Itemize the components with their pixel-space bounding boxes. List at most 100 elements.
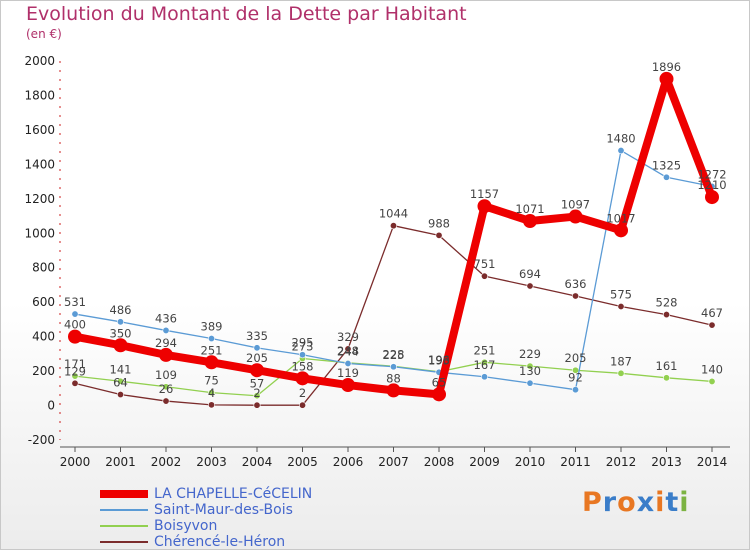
data-label: 531: [64, 295, 86, 309]
data-point: [708, 321, 716, 329]
data-label: 1210: [697, 178, 726, 192]
data-label: 167: [474, 358, 496, 372]
data-label: 1272: [697, 167, 726, 181]
data-point: [386, 383, 401, 398]
data-point: [571, 386, 579, 394]
data-label: 205: [246, 351, 268, 365]
data-label: 467: [701, 306, 723, 320]
data-point: [253, 392, 261, 400]
x-tick-label: 2008: [424, 455, 455, 469]
x-tick-label: 2011: [560, 455, 591, 469]
data-point: [341, 378, 355, 393]
data-point: [71, 372, 79, 380]
data-label: 988: [428, 216, 450, 230]
data-point: [708, 377, 716, 385]
data-point: [295, 371, 310, 386]
data-point: [298, 401, 306, 409]
x-tick-label: 2000: [60, 455, 91, 469]
data-label: 2: [299, 386, 306, 400]
data-point: [298, 351, 306, 359]
data-label: 273: [292, 340, 314, 354]
data-point: [480, 358, 488, 366]
data-point: [68, 329, 82, 344]
data-point: [208, 335, 216, 343]
data-label: 248: [337, 344, 359, 358]
data-point: [253, 344, 261, 352]
logo-letter: P: [582, 487, 603, 518]
legend-item: Saint-Maur-des-Bois: [100, 502, 312, 518]
data-label: 2: [253, 386, 260, 400]
y-tick-label: 800: [32, 261, 55, 275]
legend-label: Saint-Maur-des-Bois: [154, 502, 293, 518]
data-label: 694: [519, 267, 541, 281]
logo-letter: t: [665, 487, 680, 518]
data-label: 193: [428, 353, 450, 367]
data-point: [344, 360, 352, 368]
legend-item: LA CHAPELLE-CéCELIN: [100, 486, 312, 502]
logo-letter: i: [655, 487, 666, 518]
y-tick-label: 1600: [24, 123, 55, 137]
data-point: [617, 302, 625, 310]
legend-item: Chérencé-le-Héron: [100, 534, 312, 550]
y-tick-label: 0: [47, 399, 55, 413]
data-label: 4: [208, 386, 215, 400]
y-tick-label: 2000: [24, 54, 55, 68]
data-point: [159, 347, 173, 362]
legend-item: Boisyvon: [100, 518, 312, 534]
data-label: 141: [110, 362, 132, 376]
y-tick-label: 1400: [24, 157, 55, 171]
data-point: [480, 373, 488, 381]
data-label: 329: [337, 330, 359, 344]
y-tick-label: 1200: [24, 192, 55, 206]
y-tick-label: -200: [28, 433, 55, 447]
data-label: 1325: [652, 158, 681, 172]
data-point: [162, 397, 170, 405]
data-label: 1157: [470, 187, 499, 201]
x-tick-label: 2004: [242, 455, 273, 469]
y-tick-label: 1800: [24, 88, 55, 102]
data-label: 161: [656, 359, 678, 373]
proxiti-logo: Proxiti: [582, 487, 690, 518]
data-label: 251: [474, 343, 496, 357]
data-point: [477, 199, 492, 214]
data-label: 335: [246, 329, 268, 343]
data-label: 225: [383, 348, 405, 362]
data-label: 229: [519, 347, 541, 361]
legend-label: LA CHAPELLE-CéCELIN: [154, 486, 313, 502]
chart-data-labels: 400 350 294 251 205 158 119 88 65 1157 1071 1097 101…: [64, 60, 727, 400]
data-point: [250, 363, 264, 378]
legend-swatch: [100, 490, 148, 498]
data-label: 295: [292, 336, 314, 350]
logo-letter: x: [636, 487, 656, 518]
x-tick-label: 2013: [651, 455, 682, 469]
data-label: 88: [386, 371, 401, 385]
data-label: 1480: [606, 132, 635, 146]
logo-letter: r: [602, 487, 618, 518]
data-point: [617, 369, 625, 377]
data-point: [617, 147, 625, 155]
data-point: [162, 383, 170, 391]
data-point: [162, 326, 170, 334]
x-tick-label: 2010: [515, 455, 546, 469]
data-label: 751: [474, 257, 496, 271]
data-point: [117, 377, 125, 385]
data-label: 158: [292, 359, 314, 373]
data-label: 92: [568, 371, 583, 385]
data-label: 65: [432, 375, 447, 389]
data-label: 187: [610, 354, 632, 368]
data-label: 140: [701, 362, 723, 376]
x-tick-label: 2002: [151, 455, 182, 469]
data-point: [208, 401, 216, 409]
legend-swatch: [100, 509, 148, 511]
data-point: [432, 387, 446, 402]
data-point: [117, 318, 125, 326]
chart-series: [68, 71, 719, 409]
data-point: [523, 214, 537, 229]
data-point: [526, 282, 534, 290]
data-label: 251: [201, 343, 223, 357]
chart-unit-label: (en €): [26, 27, 62, 41]
data-label: 1097: [561, 198, 590, 212]
data-point: [662, 374, 670, 382]
data-label: 109: [155, 368, 177, 382]
data-label: 196: [428, 353, 450, 367]
